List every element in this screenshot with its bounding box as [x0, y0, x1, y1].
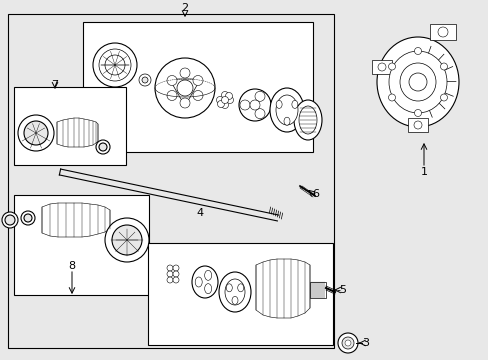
Circle shape [249, 100, 260, 110]
Circle shape [105, 55, 125, 75]
Bar [429, 24, 455, 40]
Circle shape [173, 265, 179, 271]
Ellipse shape [399, 63, 435, 101]
Circle shape [226, 96, 233, 104]
Circle shape [167, 265, 173, 271]
Ellipse shape [275, 95, 297, 125]
Circle shape [221, 102, 228, 108]
Circle shape [221, 91, 228, 99]
Circle shape [345, 340, 350, 346]
Circle shape [99, 49, 131, 81]
Circle shape [167, 76, 177, 86]
Ellipse shape [408, 73, 426, 91]
Circle shape [18, 115, 54, 151]
Bar [14, 195, 149, 295]
Text: 2: 2 [181, 3, 188, 13]
Circle shape [142, 77, 148, 83]
Ellipse shape [269, 88, 304, 132]
Circle shape [2, 212, 18, 228]
Ellipse shape [298, 106, 316, 134]
Ellipse shape [237, 284, 243, 292]
Polygon shape [57, 118, 98, 147]
Circle shape [341, 337, 353, 349]
Bar [371, 60, 391, 74]
Text: 1: 1 [420, 167, 427, 177]
Circle shape [254, 91, 264, 101]
Circle shape [96, 140, 110, 154]
Polygon shape [256, 259, 309, 318]
Circle shape [24, 214, 32, 222]
Circle shape [24, 121, 48, 145]
Ellipse shape [192, 266, 218, 298]
Circle shape [221, 96, 228, 104]
Ellipse shape [226, 284, 232, 292]
Bar [148, 243, 332, 345]
Bar [14, 87, 126, 165]
Circle shape [239, 89, 270, 121]
Circle shape [5, 215, 15, 225]
Circle shape [112, 225, 142, 255]
Circle shape [437, 27, 447, 37]
Ellipse shape [204, 270, 211, 280]
Circle shape [217, 100, 224, 108]
Circle shape [93, 43, 137, 87]
Ellipse shape [195, 277, 202, 287]
Text: 6: 6 [312, 189, 319, 199]
Circle shape [193, 76, 203, 86]
Circle shape [167, 271, 173, 277]
Ellipse shape [293, 100, 321, 140]
Ellipse shape [231, 296, 238, 305]
Circle shape [240, 100, 249, 110]
Text: 7: 7 [51, 80, 59, 90]
Polygon shape [42, 203, 110, 237]
Circle shape [337, 333, 357, 353]
Circle shape [388, 94, 395, 101]
Ellipse shape [276, 100, 282, 108]
Ellipse shape [204, 284, 211, 294]
Circle shape [414, 109, 421, 117]
Bar [8, 14, 333, 348]
Circle shape [167, 90, 177, 100]
Circle shape [440, 63, 447, 70]
Circle shape [99, 143, 107, 151]
Circle shape [414, 48, 421, 54]
Ellipse shape [219, 272, 250, 312]
Circle shape [21, 211, 35, 225]
Ellipse shape [388, 51, 446, 113]
Text: 8: 8 [68, 261, 76, 271]
Ellipse shape [224, 279, 244, 305]
Ellipse shape [291, 100, 297, 108]
Text: -5: -5 [335, 285, 346, 295]
Circle shape [167, 277, 173, 283]
Circle shape [216, 96, 223, 104]
Bar [407, 118, 427, 132]
Circle shape [180, 68, 190, 78]
Circle shape [225, 93, 232, 99]
Circle shape [173, 277, 179, 283]
Ellipse shape [376, 37, 458, 127]
Bar [83, 22, 312, 152]
Circle shape [254, 109, 264, 119]
Circle shape [173, 271, 179, 277]
Circle shape [440, 94, 447, 101]
Circle shape [388, 63, 395, 70]
Circle shape [139, 74, 151, 86]
Circle shape [105, 218, 149, 262]
Circle shape [413, 121, 421, 129]
Circle shape [177, 80, 193, 96]
Ellipse shape [284, 117, 289, 125]
Circle shape [155, 58, 215, 118]
Circle shape [180, 98, 190, 108]
Text: 4: 4 [196, 208, 203, 218]
Circle shape [193, 90, 203, 100]
Circle shape [377, 63, 385, 71]
Bar [309, 282, 325, 298]
Text: 3: 3 [362, 338, 369, 348]
